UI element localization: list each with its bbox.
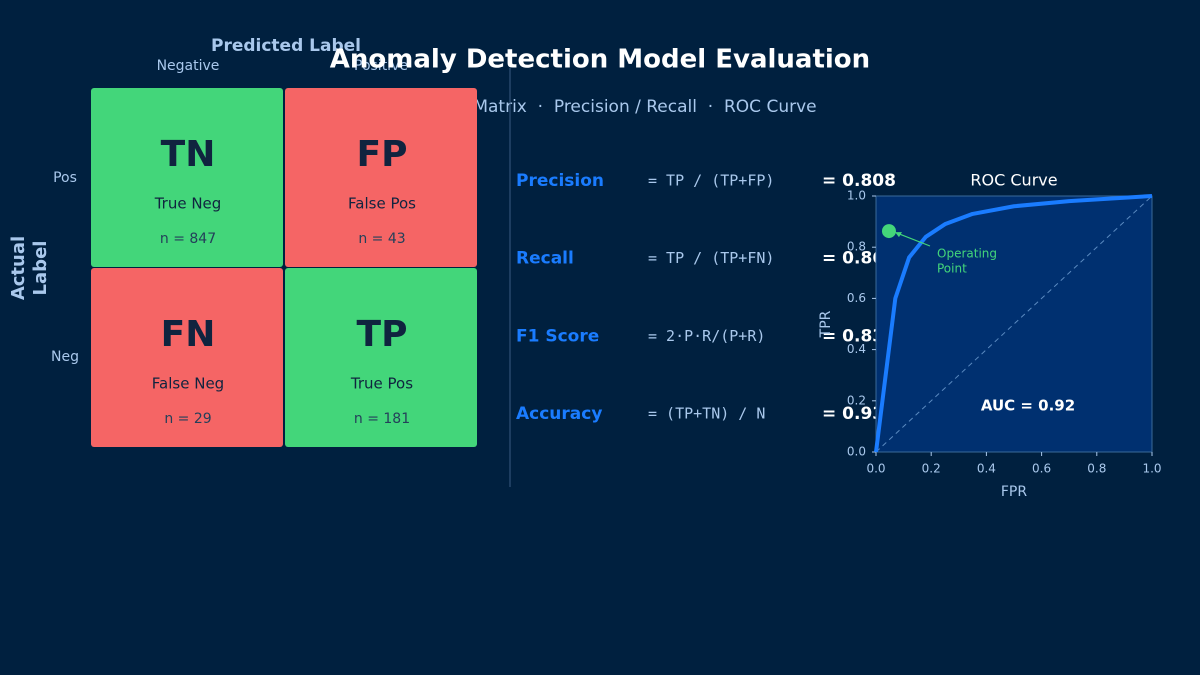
title: Anomaly Detection Model Evaluation — [330, 45, 870, 75]
cell-count: n = 29 — [164, 411, 211, 427]
x-tick-label: 0.0 — [866, 462, 885, 476]
x-axis-label: FPR — [1001, 484, 1027, 500]
cell-abbr: TP — [357, 314, 408, 355]
subtitle: Confusion Matrix · Precision / Recall · … — [383, 97, 816, 117]
column-label: Negative — [157, 58, 220, 74]
cell-count: n = 181 — [354, 411, 410, 427]
metric-formula: = TP / (TP+FN) — [648, 249, 774, 267]
metric-formula: = TP / (TP+FP) — [648, 172, 774, 190]
y-axis-label: TPR — [818, 310, 834, 338]
y-tick-label: 1.0 — [847, 189, 866, 203]
x-tick-label: 0.2 — [922, 462, 941, 476]
y-title: Label — [30, 241, 51, 296]
x-title: Predicted Label — [211, 36, 361, 56]
matrix-cell — [285, 268, 477, 447]
row-label: Neg — [51, 349, 79, 365]
operating-point-label: Operating — [937, 247, 997, 261]
metric-name: F1 Score — [516, 326, 599, 346]
chart-title: ROC Curve — [970, 171, 1057, 190]
metric-value: = 0.808 — [822, 171, 896, 191]
y-tick-label: 0.8 — [847, 240, 866, 254]
cell-abbr: FP — [357, 134, 408, 175]
roc-curve — [874, 194, 1153, 453]
y-tick-label: 0.2 — [847, 393, 866, 407]
arrow-head — [894, 232, 902, 238]
x-tick-label: 0.4 — [977, 462, 996, 476]
metric-name: Precision — [516, 171, 604, 191]
cell-count: n = 847 — [160, 231, 216, 247]
cell-abbr: FN — [161, 314, 216, 355]
row-label: Pos — [53, 170, 77, 186]
auc-annotation: AUC = 0.92 — [981, 397, 1075, 415]
matrix-cell — [91, 88, 283, 267]
operating-point-label: Point — [937, 262, 967, 276]
metric-name: Recall — [516, 249, 574, 269]
cell-name: False Neg — [152, 375, 224, 393]
y-title: Actual — [8, 236, 29, 300]
annotation-arrow — [896, 232, 931, 247]
y-tick-label: 0.6 — [847, 291, 866, 305]
cell-name: True Neg — [154, 195, 222, 213]
x-tick-label: 0.8 — [1087, 462, 1106, 476]
metric-formula: = (TP+TN) / N — [648, 405, 765, 423]
metric-name: Accuracy — [516, 404, 602, 424]
cell-name: True Pos — [350, 375, 413, 393]
x-tick-label: 0.6 — [1032, 462, 1051, 476]
y-tick-label: 0.4 — [847, 342, 866, 356]
cell-name: False Pos — [348, 195, 416, 213]
column-label: Positive — [354, 58, 408, 74]
cell-count: n = 43 — [358, 231, 405, 247]
operating-point — [881, 224, 896, 239]
y-tick-label: 0.0 — [847, 445, 866, 459]
metric-formula: = 2·P·R/(P+R) — [648, 327, 765, 345]
cell-abbr: TN — [161, 134, 216, 175]
matrix-cell — [285, 88, 477, 267]
matrix-cell — [91, 268, 283, 447]
x-tick-label: 1.0 — [1142, 462, 1161, 476]
